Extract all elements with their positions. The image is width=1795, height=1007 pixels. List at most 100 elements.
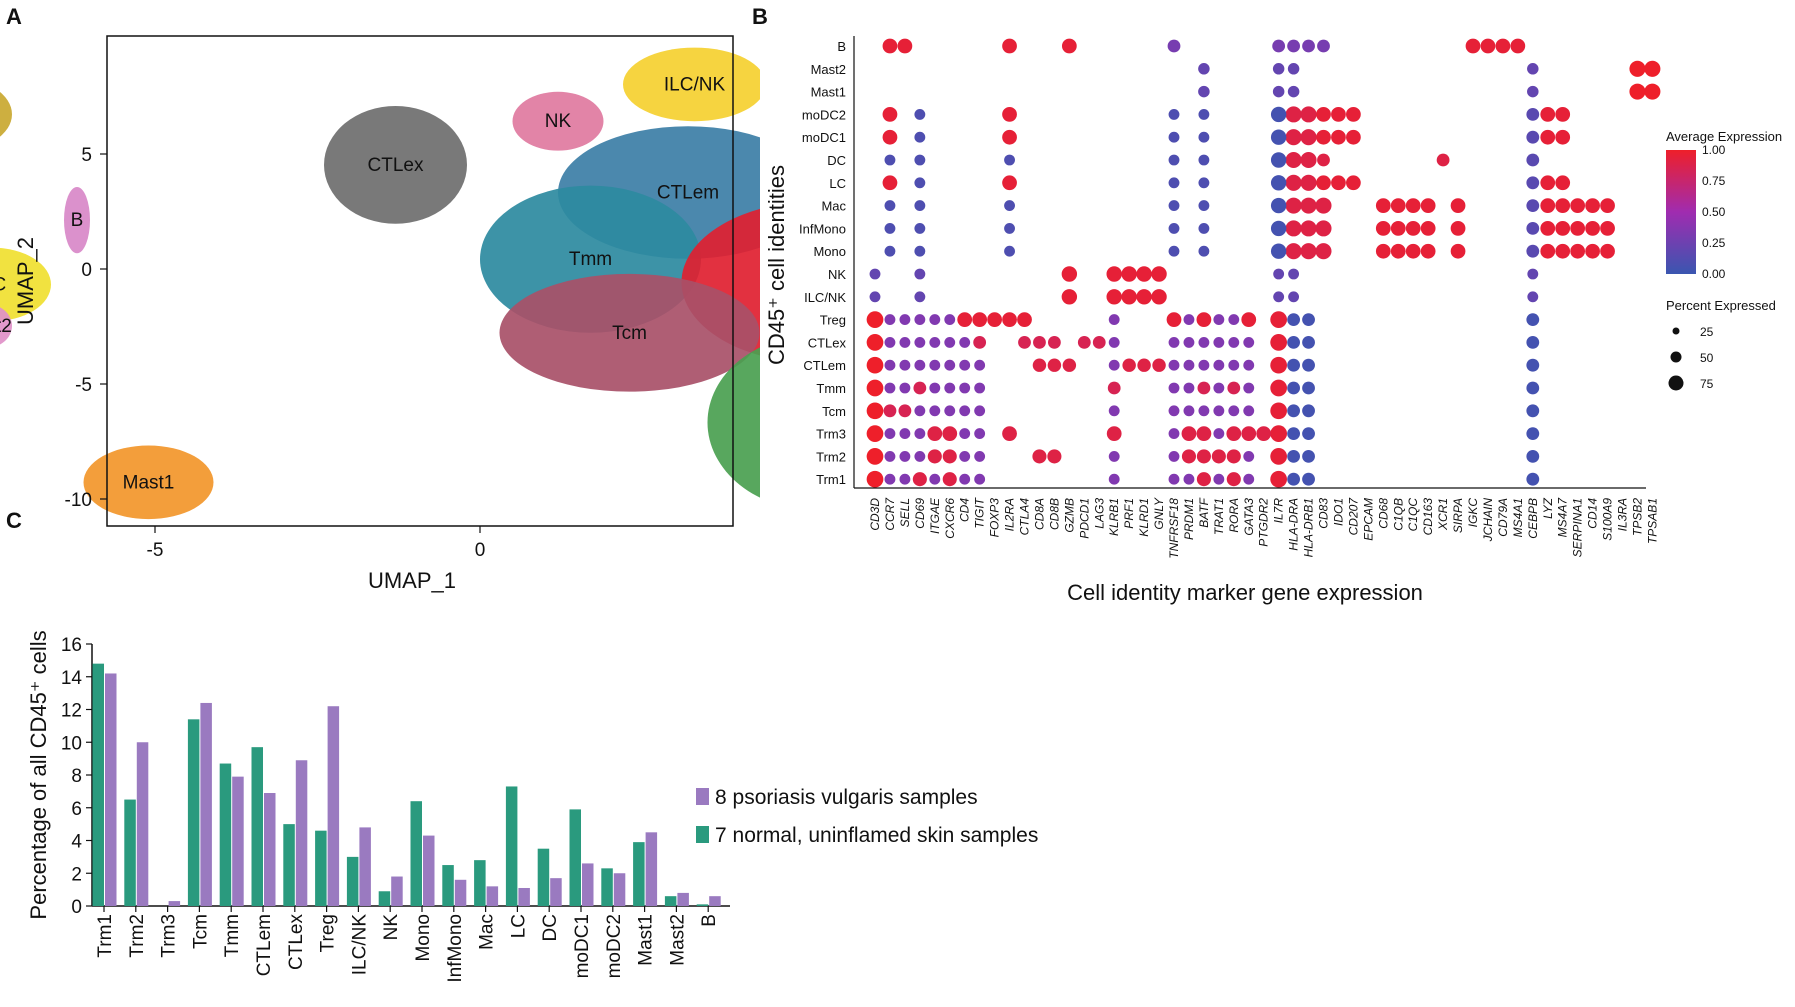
dot-mono-batf	[1198, 245, 1210, 257]
dot-tmm-trat1	[1213, 382, 1225, 394]
dot-ctlex-sell	[899, 336, 911, 348]
gene-label-cd79a: CD79A	[1496, 498, 1510, 537]
row-label-trm1: Trm1	[816, 472, 846, 487]
bar-ytick-label: 16	[61, 635, 82, 656]
row-label-mono: Mono	[813, 244, 846, 259]
dot-mac-cd163	[1420, 198, 1436, 213]
dot-treg-il7r	[1270, 311, 1287, 328]
gene-label-batf: BATF	[1197, 497, 1211, 527]
dot-mac-batf	[1198, 200, 1210, 212]
bar-psoriasis-ctlem	[264, 793, 276, 906]
dot-b-il7r	[1272, 39, 1286, 53]
dot-tmm-hla-drb1	[1302, 381, 1315, 395]
dot-lc-ido1	[1331, 175, 1346, 191]
bar-category-label-lc: LC	[508, 914, 529, 938]
dot-tcm-hla-dra	[1287, 404, 1300, 418]
gene-label-c1qc: C1QC	[1406, 498, 1420, 532]
dot-tcm-klrb1	[1108, 405, 1120, 417]
bar-psoriasis-trm3	[168, 901, 181, 906]
dot-nk-prf1	[1121, 266, 1137, 282]
dot-ilc-nk-il7r	[1273, 291, 1285, 303]
legend-color-title: Average Expression	[1666, 129, 1782, 144]
dot-mac-tnfrsf18	[1168, 200, 1180, 212]
dot-ctlem-prdm1	[1183, 359, 1195, 371]
dot-tmm-cebpb	[1526, 381, 1540, 395]
dot-ctlem-cd69	[914, 359, 926, 371]
bar-ytick-label: 4	[71, 832, 82, 853]
bar-category-label-b: B	[699, 914, 720, 927]
gene-label-cd8b: CD8B	[1047, 498, 1061, 530]
dot-tmm-batf	[1197, 381, 1211, 395]
row-label-tcm: Tcm	[822, 404, 846, 419]
dot-modc1-cd83	[1316, 129, 1331, 145]
bar-normal-ctlem	[251, 747, 263, 906]
dot-modc2-hla-dra	[1285, 106, 1302, 123]
dot-dc-batf	[1198, 154, 1210, 166]
gene-label-ctla4: CTLA4	[1018, 498, 1032, 536]
dot-mac-serpina1	[1570, 198, 1586, 213]
gene-label-cd14: CD14	[1586, 498, 1600, 529]
dot-tcm-cd4	[959, 405, 971, 417]
bar-psoriasis-modc2	[613, 873, 626, 906]
dot-b-ccr7	[882, 38, 898, 54]
dot-modc2-ido1	[1331, 107, 1346, 122]
dot-ctlem-klrb1	[1108, 359, 1120, 371]
gene-label-klrd1: KLRD1	[1137, 498, 1151, 537]
dot-treg-ccr7	[884, 314, 896, 326]
dot-b-gzmb	[1061, 38, 1077, 54]
umap-ticks: -10-50550-5-10	[65, 145, 486, 561]
dot-ctlex-tnfrsf18	[1168, 336, 1180, 348]
legend-size-items: 25 50 75	[1668, 325, 1714, 391]
dot-modc2-cebpb	[1526, 108, 1540, 121]
dotplot-xlabel: Cell identity marker gene expression	[1067, 580, 1423, 605]
dot-infmono-cd69	[914, 222, 926, 234]
dot-tmm-hla-dra	[1287, 381, 1300, 395]
gene-label-xcr1: XCR1	[1436, 498, 1450, 531]
dot-b-il2ra	[1002, 38, 1017, 54]
dot-trm3-il2ra	[1002, 426, 1017, 441]
gene-label-klrb1: KLRB1	[1107, 498, 1121, 536]
dot-ctlex-cd8b	[1048, 336, 1061, 349]
dot-ilc-nk-gzmb	[1061, 289, 1078, 305]
bar-normal-lc	[505, 786, 518, 906]
umap-cloud-tcm	[499, 273, 760, 392]
bar-ytick-label: 10	[61, 733, 82, 754]
dot-nk-klrb1	[1106, 266, 1122, 282]
dot-trm3-gata3	[1241, 426, 1257, 441]
dot-lc-tnfrsf18	[1168, 177, 1180, 189]
dot-tmm-prdm1	[1183, 382, 1195, 394]
gene-label-foxp3: FOXP3	[988, 498, 1002, 538]
dot-treg-tnfrsf18	[1166, 312, 1182, 327]
dot-mono-lyz	[1540, 243, 1556, 259]
gene-label-sirpa: SIRPA	[1451, 498, 1465, 533]
dot-tcm-cxcr6	[944, 405, 956, 417]
dot-infmono-sirpa	[1450, 221, 1466, 236]
dot-trm3-ptgdr2	[1256, 426, 1272, 441]
umap-frame	[106, 35, 734, 527]
dot-trm1-trat1	[1213, 473, 1225, 485]
gene-label-cd68: CD68	[1376, 498, 1390, 529]
dot-modc2-batf	[1198, 108, 1210, 120]
dot-mono-cd69	[914, 245, 926, 257]
dot-mac-il7r	[1270, 197, 1287, 214]
dot-dc-cd69	[914, 154, 926, 166]
bar-normal-mast1	[633, 842, 645, 906]
bar-normal-trm1	[92, 663, 104, 906]
bar-psoriasis-lc	[518, 887, 530, 906]
dot-mast1-tpsab1	[1644, 83, 1661, 100]
dot-trm3-cebpb	[1526, 427, 1540, 440]
dot-trm1-cxcr6	[942, 472, 957, 487]
dot-tcm-prdm1	[1183, 405, 1195, 417]
dot-trm1-cd69	[912, 472, 927, 487]
gene-label-tnfrsf18: TNFRSF18	[1167, 498, 1181, 559]
dot-dc-ccr7	[884, 154, 896, 166]
dot-treg-il2ra	[1002, 312, 1017, 327]
dot-mac-cd83	[1315, 197, 1332, 214]
dot-modc2-hla-drb1	[1300, 106, 1317, 123]
dot-trm3-cd4	[959, 428, 971, 440]
gene-label-hla-dra: HLA-DRA	[1287, 498, 1301, 551]
gene-label-gzmb: GZMB	[1062, 498, 1076, 533]
dot-ctlex-lag3	[1092, 336, 1106, 349]
dot-tcm-cd69	[914, 405, 926, 417]
umap-cloud-b	[64, 186, 90, 254]
